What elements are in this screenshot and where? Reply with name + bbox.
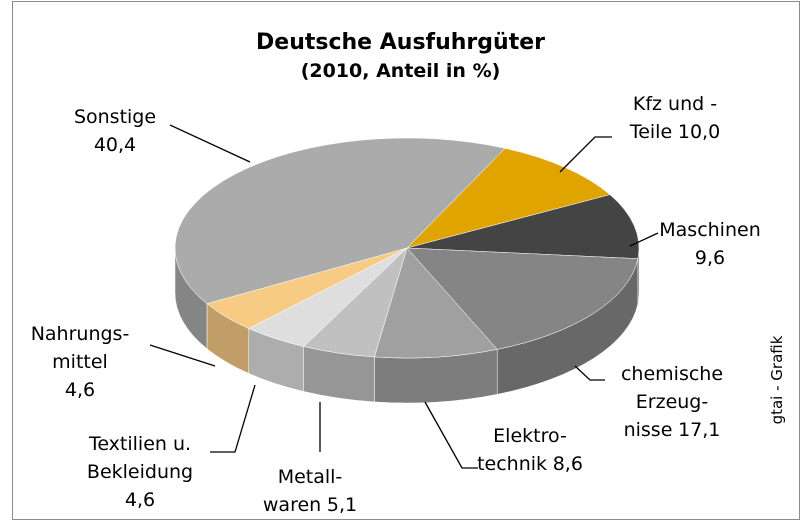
leader-line xyxy=(424,401,478,469)
chart-subtitle: (2010, Anteil in %) xyxy=(300,60,501,82)
slice-label: Elektro- technik 8,6 xyxy=(477,422,583,478)
chart-title: Deutsche Ausfuhrgüter xyxy=(256,30,545,55)
value-label: 40,4 xyxy=(93,134,137,156)
category-label: chemische Erzeug- nisse xyxy=(620,363,724,441)
source-note: gtai - Grafik xyxy=(768,335,786,425)
slice-label: Textilien u. Bekleidung 4,6 xyxy=(87,430,193,514)
slice-top xyxy=(174,137,506,305)
category-label: Elektro- technik xyxy=(477,425,567,475)
leader-line xyxy=(629,232,659,247)
leader-line xyxy=(559,136,612,173)
value-label: 8,6 xyxy=(552,453,583,475)
category-label: Textilien u. Bekleidung xyxy=(86,433,194,483)
category-label: Sonstige xyxy=(73,106,157,128)
category-label: Nahrungs- mittel xyxy=(30,323,130,373)
value-label: 17,1 xyxy=(678,419,721,441)
leader-line xyxy=(169,124,251,163)
slice-label: Sonstige 40,4 xyxy=(74,103,156,159)
value-label: 5,1 xyxy=(326,494,358,516)
category-label: Kfz und - Teile xyxy=(629,93,718,143)
category-label: Metall- waren xyxy=(262,466,343,516)
slice-label: Maschinen 9,6 xyxy=(659,216,760,272)
slice-label: Metall- waren 5,1 xyxy=(263,463,357,519)
category-label: Maschinen xyxy=(659,219,761,241)
value-label: 9,6 xyxy=(694,247,726,269)
value-label: 4,6 xyxy=(64,379,96,401)
value-label: 10,0 xyxy=(677,121,721,143)
slice-label: chemische Erzeug- nisse 17,1 xyxy=(621,360,723,444)
value-label: 4,6 xyxy=(124,489,156,511)
slice-top xyxy=(374,247,498,359)
slice xyxy=(374,247,498,404)
slice xyxy=(174,137,506,350)
slice-top xyxy=(406,247,639,350)
slice-label: Nahrungs- mittel 4,6 xyxy=(31,320,130,404)
leader-line xyxy=(210,384,256,453)
slice-label: Kfz und - Teile 10,0 xyxy=(630,90,720,146)
slice xyxy=(248,247,408,392)
slice-top xyxy=(406,194,640,259)
leader-line xyxy=(574,365,605,381)
leader-line xyxy=(149,344,216,367)
